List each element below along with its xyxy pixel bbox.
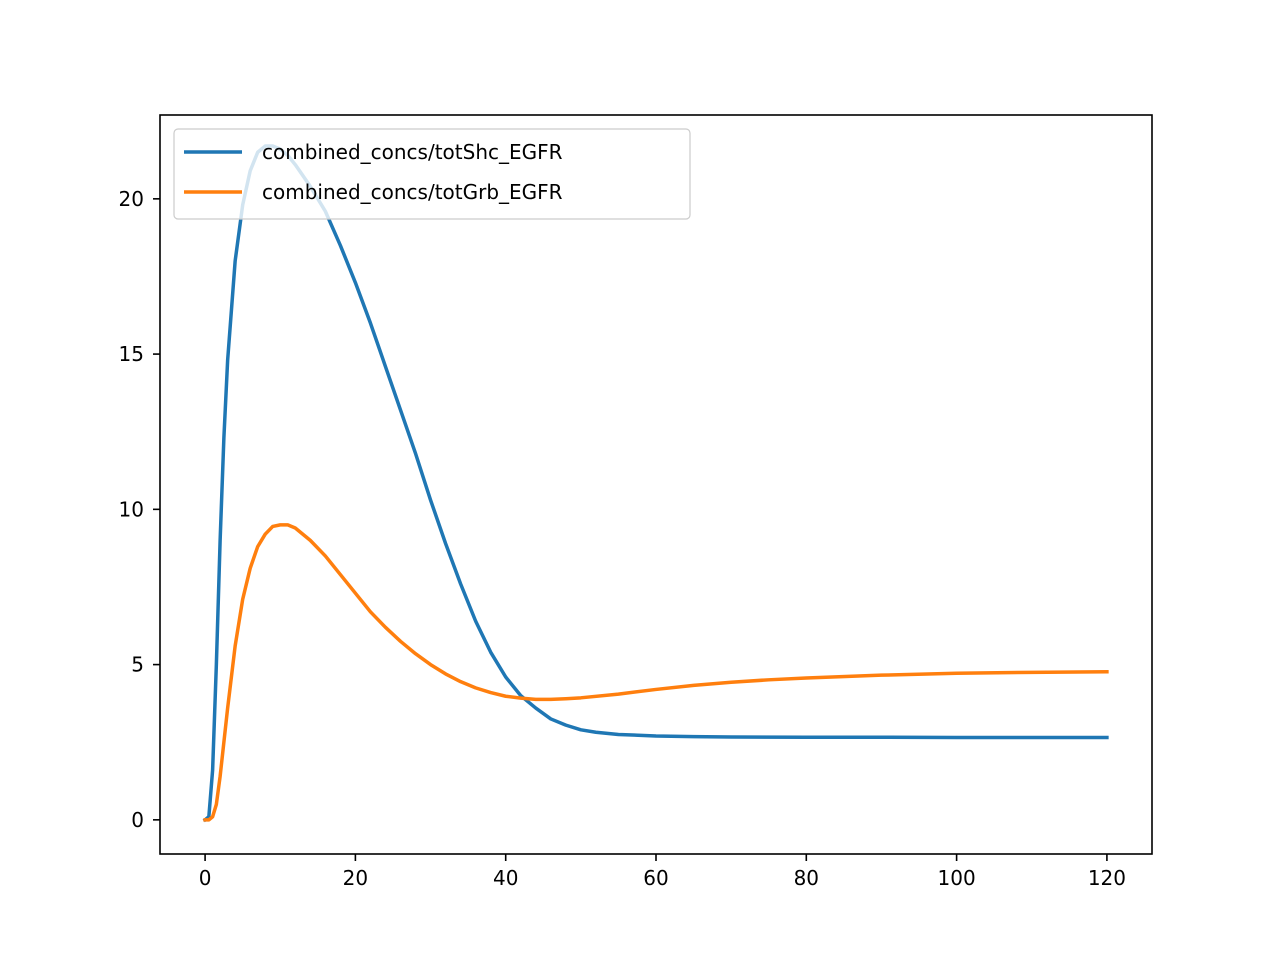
y-tick-label: 15: [119, 342, 144, 366]
legend-label-totshc: combined_concs/totShc_EGFR: [262, 140, 563, 164]
x-tick-label: 40: [493, 866, 518, 890]
y-tick-label: 20: [119, 187, 144, 211]
y-axis: 0 5 10 15 20: [119, 187, 160, 832]
legend: combined_concs/totShc_EGFR combined_conc…: [173, 128, 691, 220]
x-axis: 0 20 40 60 80 100 120: [199, 854, 1126, 890]
plot-area: [160, 115, 1152, 854]
legend-label-totgrb: combined_concs/totGrb_EGFR: [262, 180, 563, 204]
y-tick-label: 0: [131, 808, 144, 832]
x-tick-label: 100: [938, 866, 976, 890]
y-tick-label: 10: [119, 497, 144, 521]
y-tick-label: 5: [131, 653, 144, 677]
x-tick-label: 20: [343, 866, 368, 890]
series-layer: [202, 144, 1109, 823]
series-line-0: [202, 144, 1109, 823]
x-tick-label: 60: [643, 866, 668, 890]
x-tick-label: 80: [794, 866, 819, 890]
legend-box: [173, 128, 691, 220]
x-tick-label: 120: [1088, 866, 1126, 890]
series-line-1: [203, 523, 1109, 822]
x-tick-label: 0: [199, 866, 212, 890]
